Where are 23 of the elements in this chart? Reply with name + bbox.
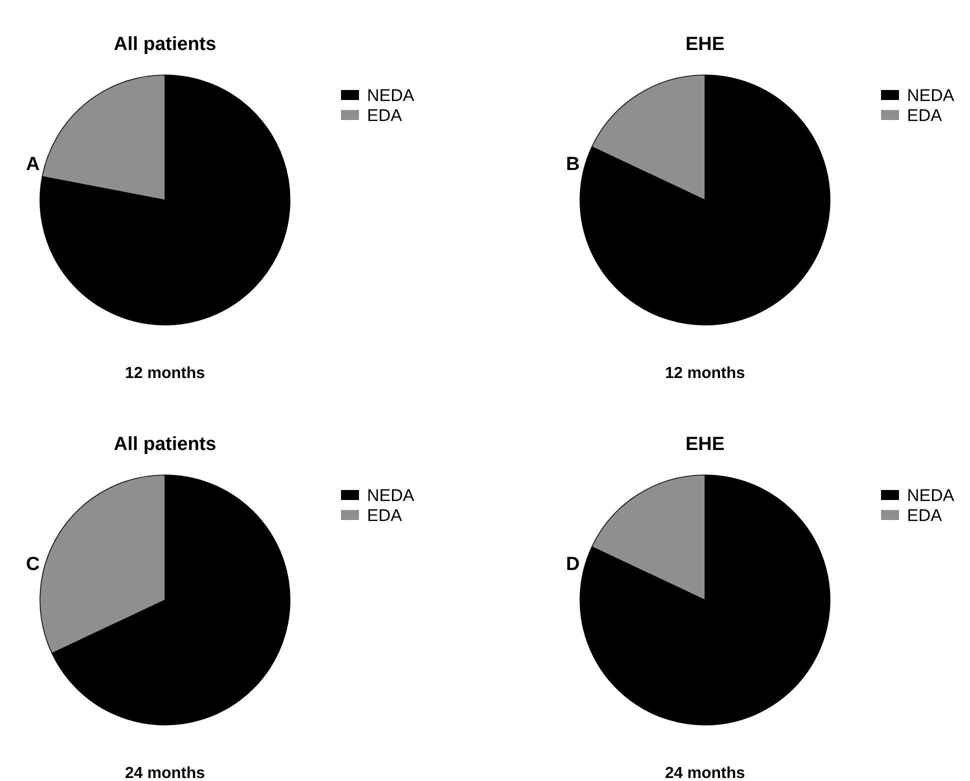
text: 24 months xyxy=(664,765,746,781)
chart-title: EHE xyxy=(685,34,725,55)
text: B xyxy=(566,154,580,175)
pie-slice xyxy=(40,74,290,326)
legend-label: EDA xyxy=(367,106,403,125)
legend-label: EDA xyxy=(907,506,943,525)
legend-label: EDA xyxy=(367,506,403,525)
legend-label: NEDA xyxy=(907,86,955,105)
text: 24 months xyxy=(124,765,206,781)
chart-title: All patients xyxy=(114,34,216,55)
text: 12 months xyxy=(124,365,206,382)
chart-title: All patients xyxy=(114,434,216,455)
legend-label: NEDA xyxy=(367,86,415,105)
pie-slice xyxy=(580,74,830,326)
text: D xyxy=(566,554,580,575)
text: C xyxy=(26,554,40,575)
legend-label: EDA xyxy=(907,106,943,125)
text: 12 months xyxy=(664,365,746,382)
pie-slice xyxy=(580,474,830,726)
text: A xyxy=(26,154,40,175)
chart-title: EHE xyxy=(685,434,725,455)
legend-label: NEDA xyxy=(907,486,955,505)
legend-label: NEDA xyxy=(367,486,415,505)
